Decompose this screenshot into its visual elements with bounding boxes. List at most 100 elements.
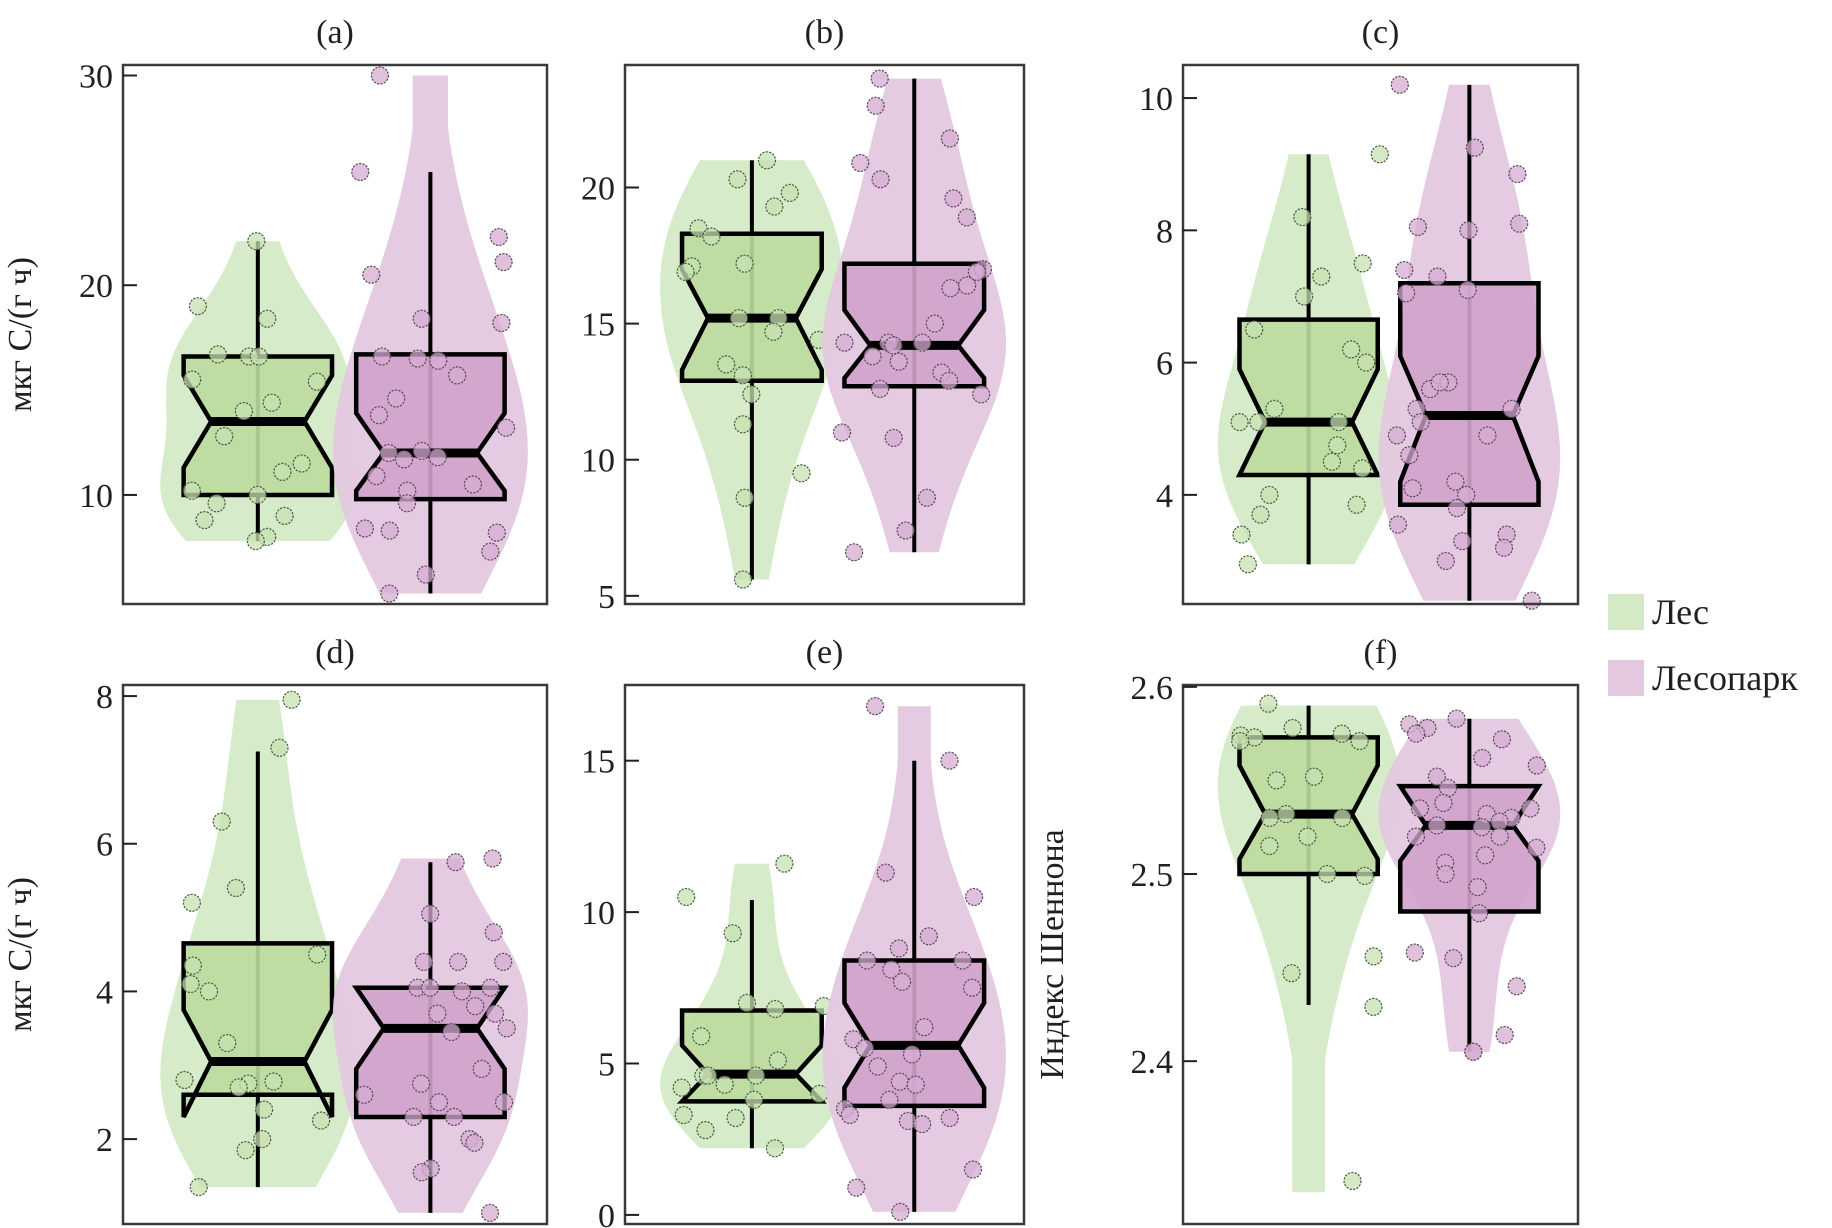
data-point [868,1057,887,1076]
data-point [880,1090,899,1109]
data-point [428,1004,447,1023]
panel-title: (e) [806,634,844,671]
data-point [1527,756,1546,775]
data-point [840,1105,859,1125]
data-point [780,183,799,202]
data-point [215,427,234,446]
data-point [953,951,972,970]
panel-title: (c) [1362,14,1400,51]
data-point [941,279,960,298]
data-point [1490,812,1509,831]
data-point [255,1100,274,1119]
data-point [404,1107,423,1127]
data-point [495,1093,514,1112]
data-point [212,812,231,831]
data-point [1390,75,1409,94]
data-point [234,402,253,421]
data-point [1343,1171,1362,1191]
data-point [1396,284,1416,303]
data-point [1245,728,1264,747]
data-point [1260,485,1279,504]
data-point [1312,267,1331,286]
y-tick-label: 5 [598,579,615,616]
data-point [445,1107,464,1127]
data-point [676,262,695,281]
data-point [189,1177,208,1197]
data-point [497,1019,516,1038]
data-point [207,494,226,513]
data-point [884,428,903,447]
data-point [380,521,399,540]
data-point [744,1090,764,1109]
data-point [1495,1025,1514,1045]
data-point [398,481,417,500]
data-point [768,1051,787,1070]
data-point [1476,846,1495,865]
y-tick-label: 30 [79,58,113,95]
data-point [1446,472,1465,491]
y-tick-label: 10 [581,895,615,932]
data-point [362,265,381,284]
data-point [229,1078,248,1097]
data-point [275,506,294,526]
data-point [863,347,882,366]
data-point [1364,947,1383,966]
data-point [1232,525,1251,544]
data-point [915,1018,934,1037]
data-point [1408,217,1428,237]
data-point [1473,748,1492,768]
data-point [835,333,854,352]
data-point [1406,827,1426,846]
data-point [1265,399,1284,418]
data-point [890,1072,910,1091]
data-point [1410,799,1430,818]
data-point [195,510,214,530]
data-point [757,151,777,170]
data-point [735,488,754,507]
data-point [733,415,753,434]
panel-b: (b) 5 10 15 20 [581,14,1026,616]
data-point [889,939,909,958]
y-tick-label: 8 [1156,213,1173,250]
data-point [940,751,959,770]
data-point [892,972,912,991]
data-point [1438,778,1458,798]
y-tick-label: 10 [79,478,113,515]
data-point [181,974,200,994]
data-point [1260,836,1279,856]
data-point [472,1059,491,1079]
y-tick-label: 2 [96,1122,113,1159]
data-point [1249,413,1268,432]
data-point [494,952,513,972]
data-point [1497,525,1516,544]
data-point [1238,555,1258,574]
group-forest [660,151,844,589]
data-point [1230,413,1249,432]
data-point [1464,1042,1483,1061]
data-point [1400,446,1419,465]
data-point [1332,724,1351,743]
data-point [925,314,944,333]
y-tick-label: 6 [1156,346,1173,383]
group-forest-park [332,849,528,1223]
y-tick-label: 8 [96,679,113,716]
data-point [282,690,301,709]
data-point [1370,145,1389,164]
y-tick-label: 10 [1139,81,1173,118]
data-point [307,372,326,391]
notched-box [676,1008,827,1104]
data-point [1388,515,1408,534]
data-point [1434,793,1453,813]
y-axis-label: мкг C/(г ч) [2,877,39,1032]
data-point [492,313,511,333]
group-forest [660,854,844,1158]
panel-title: (f) [1364,634,1398,671]
data-point [448,366,467,385]
data-point [723,924,742,943]
y-axis-label: Индекс Шеннона [1034,829,1071,1079]
plot-frame [1181,683,1580,1226]
notched-box [1237,735,1380,877]
data-point [292,454,311,473]
data-point [847,1178,866,1197]
